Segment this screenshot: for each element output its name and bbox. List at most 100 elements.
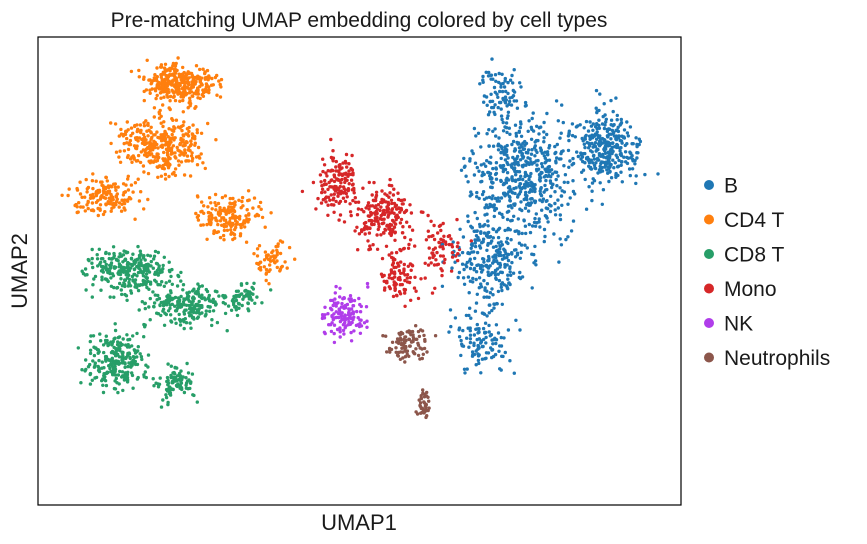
point-b [500,302,504,306]
point-b [634,174,638,178]
point-cd8-t [184,308,188,312]
point-cd8-t [179,379,183,384]
point-cd8-t [188,314,192,318]
point-b [464,313,469,318]
point-b [478,266,483,271]
point-cd8-t [148,296,152,301]
point-b [493,112,497,117]
point-mono [442,261,446,265]
point-cd4-t [161,103,165,107]
point-neutrophils [424,405,428,409]
point-cd4-t [238,223,242,227]
point-cd8-t [182,302,186,307]
point-cd4-t [169,136,174,141]
point-b [622,128,627,132]
point-cd4-t [85,190,89,194]
point-cd8-t [118,281,122,286]
point-cd4-t [108,200,112,204]
point-mono [399,248,403,253]
point-mono [343,159,348,164]
point-mono [393,204,397,209]
point-cd4-t [182,144,186,148]
point-cd4-t [75,210,79,215]
point-b [510,218,514,223]
point-cd4-t [159,96,163,100]
point-mono [382,198,386,202]
point-cd4-t [213,192,218,197]
point-cd4-t [205,237,209,241]
point-cd4-t [215,73,219,78]
point-b [624,160,628,164]
point-mono [388,231,392,236]
point-mono [399,217,404,222]
point-b [594,161,598,165]
point-cd8-t [124,294,129,298]
point-cd4-t [135,123,139,127]
point-mono [326,213,330,217]
point-mono [370,204,375,208]
point-cd4-t [158,108,162,113]
point-cd8-t [132,348,136,352]
point-cd8-t [171,375,176,379]
point-mono [455,244,460,249]
point-b [498,250,502,255]
point-cd4-t [138,123,143,127]
point-b [556,174,560,178]
point-b [479,145,483,149]
point-mono [447,242,451,247]
point-mono [353,229,357,233]
point-b [522,218,526,222]
point-b [596,147,600,152]
point-cd8-t [84,358,88,362]
point-b [518,120,523,124]
point-b [518,328,522,332]
point-cd8-t [133,267,137,271]
point-b [536,158,540,163]
point-b [505,130,509,135]
point-b [558,217,563,222]
point-cd8-t [126,260,130,265]
point-b [506,252,511,257]
point-b [470,262,474,266]
point-b [509,238,513,242]
point-b [511,94,516,98]
point-neutrophils [385,350,389,354]
point-cd8-t [99,288,103,292]
point-cd4-t [126,177,130,181]
point-cd8-t [175,284,180,288]
point-b [540,208,544,212]
point-b [505,210,510,214]
point-b [474,363,478,367]
point-mono [387,195,391,199]
point-cd8-t [192,393,196,398]
point-b [462,367,467,371]
point-cd4-t [163,87,167,91]
point-cd4-t [204,82,209,86]
point-b [516,217,520,221]
point-b [459,168,464,172]
point-cd4-t [225,228,230,232]
point-b [512,68,516,72]
point-b [512,99,516,103]
point-b [461,344,466,348]
point-b [480,357,485,361]
point-cd8-t [167,391,172,396]
point-cd8-t [110,343,114,347]
point-b [538,198,542,202]
point-cd8-t [119,288,124,292]
point-cd8-t [174,321,178,325]
point-cd4-t [164,69,169,73]
point-mono [341,196,346,200]
point-neutrophils [422,346,427,351]
point-cd4-t [199,152,203,156]
point-mono [447,234,452,238]
point-b [562,164,566,168]
point-cd4-t [179,92,183,96]
point-cd8-t [124,356,128,361]
point-b [449,324,453,329]
point-cd8-t [182,326,186,331]
point-cd4-t [271,258,275,263]
point-cd4-t [187,125,191,130]
point-cd4-t [152,115,156,119]
point-b [613,145,617,149]
